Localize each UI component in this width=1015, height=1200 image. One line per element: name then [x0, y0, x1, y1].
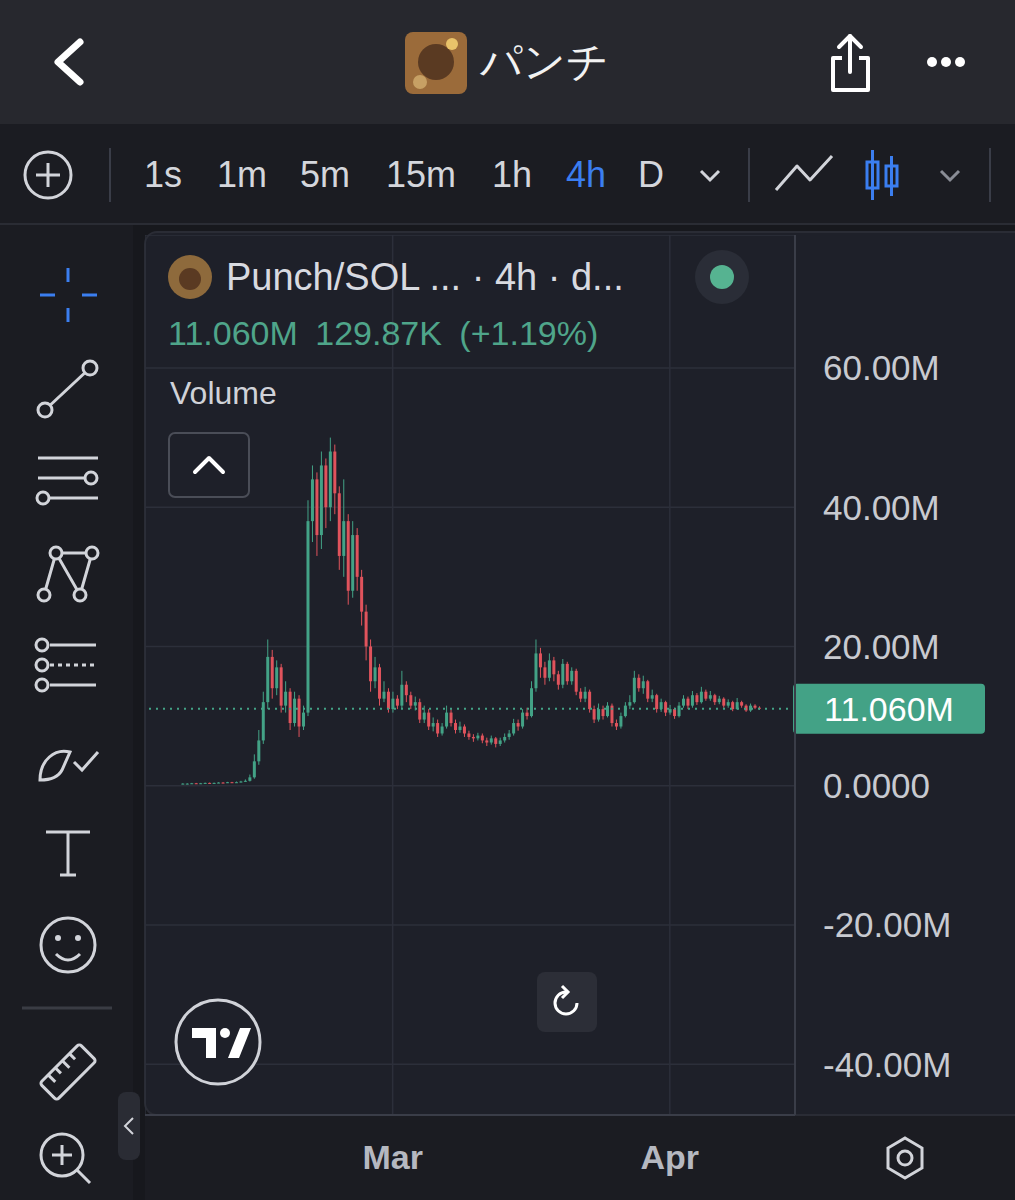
svg-text:-40.00M: -40.00M	[823, 1045, 951, 1084]
svg-text:40.00M: 40.00M	[823, 488, 940, 527]
html-text:11.060M 129.87K (+1.19%): 11.060M 129.87K (+1.19%)	[168, 314, 599, 352]
html-text:15m: 15m	[386, 154, 456, 195]
svg-text:Apr: Apr	[641, 1138, 700, 1176]
svg-text:11.060M: 11.060M	[824, 690, 954, 728]
html-text:4h: 4h	[566, 154, 606, 195]
html-text:パンチ: パンチ	[480, 38, 609, 85]
svg-text:Mar: Mar	[362, 1138, 422, 1176]
html-text:D: D	[638, 154, 664, 195]
svg-text:-20.00M: -20.00M	[823, 905, 951, 944]
html-text:1m: 1m	[217, 154, 267, 195]
svg-text:0.0000: 0.0000	[823, 766, 930, 805]
svg-text:20.00M: 20.00M	[823, 627, 940, 666]
html-text:Punch/SOL ... · 4h · d...: Punch/SOL ... · 4h · d...	[226, 256, 624, 298]
html-text:5m: 5m	[300, 154, 350, 195]
html-text:1h: 1h	[492, 154, 532, 195]
svg-text:60.00M: 60.00M	[823, 348, 940, 387]
html-text:Volume: Volume	[170, 375, 277, 411]
html-text:1s: 1s	[144, 154, 182, 195]
